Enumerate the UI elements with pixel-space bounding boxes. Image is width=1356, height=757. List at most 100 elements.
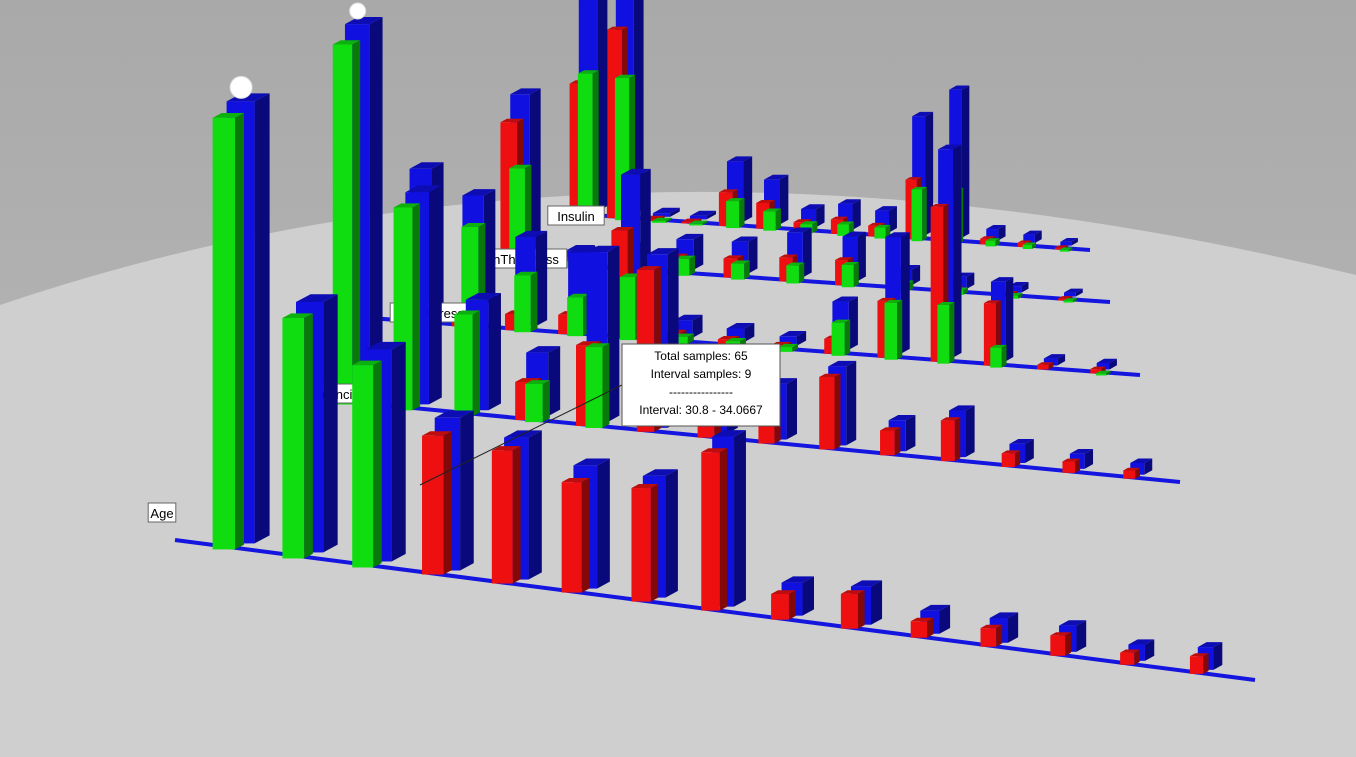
bar-green[interactable] bbox=[786, 262, 805, 284]
bar-group-age-8[interactable] bbox=[771, 576, 815, 620]
bar-group-insulin-13[interactable] bbox=[1054, 237, 1078, 252]
bar-group-insulin-0[interactable] bbox=[569, 0, 608, 218]
bar-total[interactable] bbox=[986, 224, 1006, 241]
bar-group-pregnancies-2[interactable] bbox=[454, 292, 501, 417]
bar-green[interactable] bbox=[652, 217, 672, 223]
bar-green[interactable] bbox=[689, 220, 709, 226]
bar-group-pregnancies-12[interactable] bbox=[1062, 448, 1094, 473]
bar-group-skinthickness-6[interactable] bbox=[835, 231, 866, 288]
bar-red[interactable] bbox=[819, 373, 841, 450]
bar-group-age-14[interactable] bbox=[1189, 642, 1223, 674]
bar-group-skinthickness-10[interactable] bbox=[1058, 288, 1083, 303]
bar-red[interactable] bbox=[701, 448, 727, 611]
bar-green[interactable] bbox=[1059, 247, 1073, 252]
bar-group-age-9[interactable] bbox=[840, 580, 883, 629]
marker-sphere[interactable] bbox=[229, 75, 253, 99]
bar-green[interactable] bbox=[525, 380, 550, 423]
bar-group-age-3[interactable] bbox=[422, 410, 474, 575]
bar-group-pregnancies-11[interactable] bbox=[1001, 439, 1034, 467]
bar-total[interactable] bbox=[1060, 237, 1078, 246]
bar-green[interactable] bbox=[1022, 242, 1037, 250]
bar-red[interactable] bbox=[1189, 653, 1209, 674]
bar-green[interactable] bbox=[514, 271, 538, 333]
bar-group-pregnancies-13[interactable] bbox=[1123, 458, 1153, 479]
bar-green[interactable] bbox=[730, 260, 750, 280]
bar-total[interactable] bbox=[1043, 354, 1066, 366]
bar-group-insulin-7[interactable] bbox=[830, 199, 861, 236]
bar-green[interactable] bbox=[282, 313, 313, 559]
bar-group-pregnancies-3[interactable] bbox=[515, 346, 561, 423]
bar-red[interactable] bbox=[980, 624, 1003, 647]
bar-red[interactable] bbox=[1037, 362, 1054, 370]
bar-red[interactable] bbox=[910, 617, 934, 638]
bar-group-bloodpressure-10[interactable] bbox=[930, 144, 962, 364]
bar-green[interactable] bbox=[454, 310, 481, 417]
bar-group-pregnancies-4[interactable] bbox=[575, 245, 620, 428]
bar-total[interactable] bbox=[801, 204, 825, 228]
bar-green[interactable] bbox=[577, 70, 599, 218]
bar-green[interactable] bbox=[841, 262, 859, 288]
bar-green[interactable] bbox=[567, 293, 590, 337]
bar-red[interactable] bbox=[561, 478, 590, 593]
bar-red[interactable] bbox=[771, 590, 796, 620]
bar-group-bloodpressure-12[interactable] bbox=[1037, 354, 1066, 370]
bar-green[interactable] bbox=[985, 238, 1000, 247]
bar-group-age-10[interactable] bbox=[910, 604, 951, 638]
bar-green[interactable] bbox=[1063, 298, 1078, 303]
bar-red[interactable] bbox=[1050, 632, 1071, 656]
bar-red[interactable] bbox=[631, 484, 659, 602]
bar-green[interactable] bbox=[884, 299, 903, 360]
bar-green[interactable] bbox=[212, 113, 245, 550]
bar-green[interactable] bbox=[763, 208, 781, 231]
bar-group-skinthickness-4[interactable] bbox=[723, 236, 758, 280]
bar-green[interactable] bbox=[726, 198, 745, 229]
bar-group-age-12[interactable] bbox=[1050, 620, 1087, 656]
bar-group-bloodpressure-8[interactable] bbox=[824, 296, 858, 356]
bar-green[interactable] bbox=[352, 360, 382, 568]
bar-green[interactable] bbox=[585, 343, 610, 428]
bar-group-bloodpressure-13[interactable] bbox=[1090, 358, 1117, 376]
bar-green[interactable] bbox=[675, 255, 696, 276]
bar-group-age-4[interactable] bbox=[491, 430, 542, 584]
bar-group-pregnancies-9[interactable] bbox=[880, 414, 916, 456]
bar-group-age-5[interactable] bbox=[561, 458, 610, 593]
bar-group-insulin-11[interactable] bbox=[980, 224, 1006, 247]
bar-green[interactable] bbox=[911, 186, 927, 242]
bar-group-insulin-3[interactable] bbox=[681, 210, 716, 226]
bar-green[interactable] bbox=[831, 319, 851, 356]
bar-red[interactable] bbox=[1123, 467, 1140, 479]
bar-group-age-2[interactable] bbox=[352, 341, 406, 568]
bar-group-age-7[interactable] bbox=[701, 430, 746, 611]
bar-group-insulin-9[interactable] bbox=[905, 111, 934, 242]
marker-sphere[interactable] bbox=[349, 2, 367, 20]
bar-total[interactable] bbox=[1008, 281, 1029, 293]
bar-total[interactable] bbox=[1096, 358, 1117, 370]
bar-group-insulin-8[interactable] bbox=[868, 206, 897, 239]
bar-group-age-11[interactable] bbox=[980, 612, 1019, 647]
bar-group-age-6[interactable] bbox=[631, 469, 678, 602]
bar-group-bloodpressure-11[interactable] bbox=[983, 277, 1014, 368]
bar-green[interactable] bbox=[990, 344, 1007, 368]
bar-group-bloodpressure-9[interactable] bbox=[877, 232, 910, 360]
bar-green[interactable] bbox=[778, 343, 799, 352]
bar-total[interactable] bbox=[1023, 230, 1042, 244]
bar-red[interactable] bbox=[940, 417, 961, 462]
bar-total[interactable] bbox=[779, 331, 807, 346]
bar-red[interactable] bbox=[422, 431, 452, 575]
bar-group-age-0[interactable] bbox=[212, 75, 270, 550]
bar-green[interactable] bbox=[1096, 370, 1111, 376]
bar-green[interactable] bbox=[937, 302, 955, 364]
bar-group-pregnancies-10[interactable] bbox=[940, 405, 975, 462]
bar-total[interactable] bbox=[652, 207, 680, 217]
bar-group-age-13[interactable] bbox=[1120, 639, 1155, 665]
bar-group-insulin-5[interactable] bbox=[756, 174, 789, 231]
bar-group-skinthickness-5[interactable] bbox=[779, 227, 812, 284]
bar-total[interactable] bbox=[1064, 288, 1083, 297]
bar-total[interactable] bbox=[689, 210, 716, 220]
bar-red[interactable] bbox=[491, 446, 521, 584]
bar-red[interactable] bbox=[840, 590, 865, 629]
bar-group-bloodpressure-2[interactable] bbox=[504, 230, 548, 333]
bar-red[interactable] bbox=[1062, 458, 1081, 473]
